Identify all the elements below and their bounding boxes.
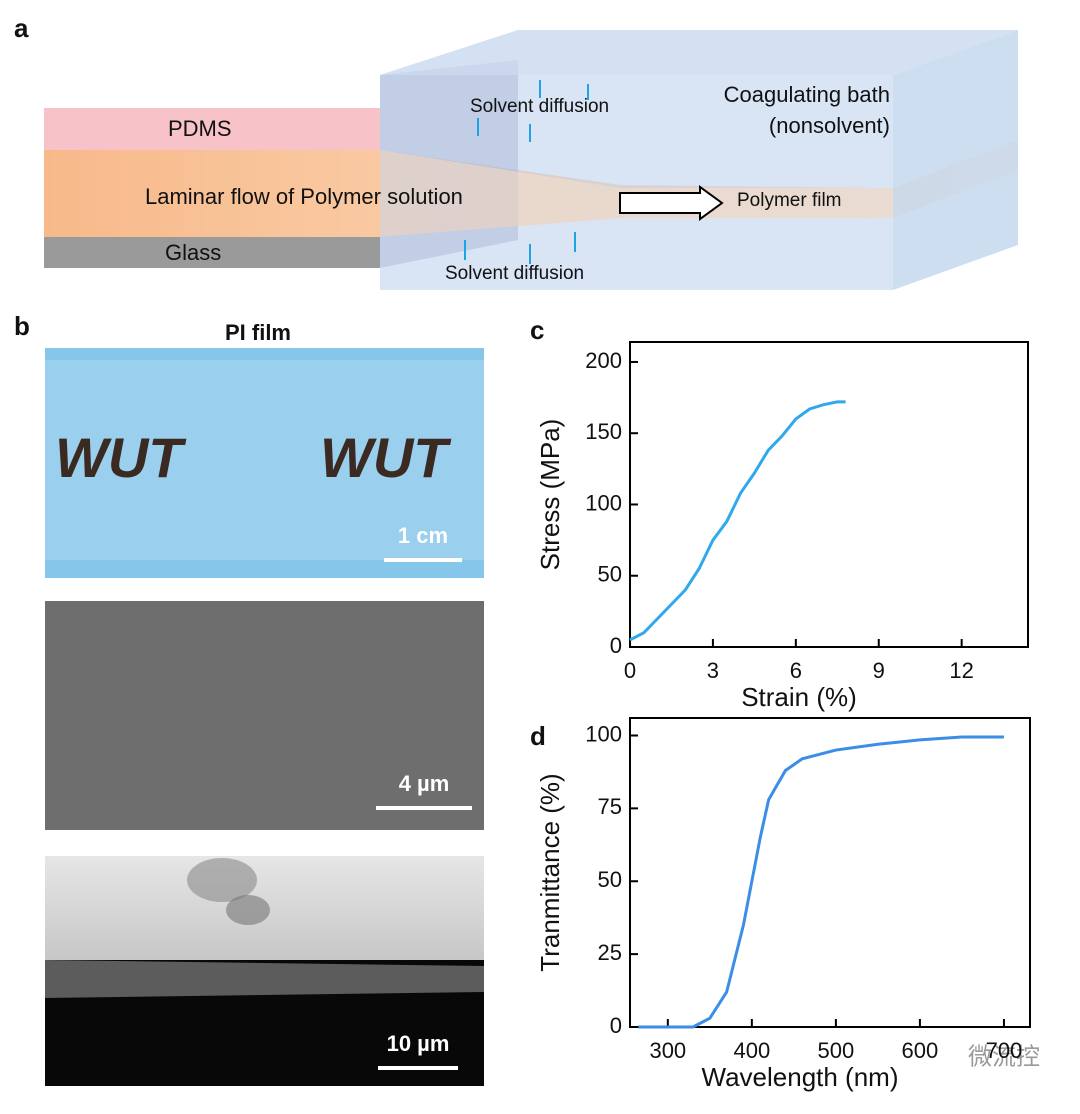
- label: Glass: [165, 240, 221, 265]
- x-tick-label: 3: [707, 658, 719, 683]
- particle: [226, 895, 270, 925]
- data-line: [638, 735, 1004, 1029]
- panel-label: d: [530, 721, 546, 751]
- y-tick-label: 75: [598, 794, 622, 819]
- diffusion-arrows: [464, 80, 589, 264]
- y-tick-label: 0: [610, 633, 622, 658]
- label: PDMS: [168, 116, 232, 141]
- label: Polymer film: [737, 190, 842, 211]
- y-tick-label: 50: [598, 562, 622, 587]
- label: Coagulating bath: [724, 82, 890, 107]
- film-sample: [45, 360, 484, 560]
- x-tick-label: 600: [902, 1038, 939, 1063]
- x-tick-label: 400: [733, 1038, 770, 1063]
- image-title: PI film: [225, 320, 291, 345]
- y-tick-label: 150: [585, 419, 622, 444]
- y-tick-label: 50: [598, 867, 622, 892]
- x-tick-label: 700: [986, 1038, 1023, 1063]
- y-tick-label: 25: [598, 940, 622, 965]
- panel-label: c: [530, 315, 544, 345]
- y-axis-label: Stress (MPa): [535, 419, 565, 571]
- x-axis-label: Strain (%): [741, 682, 857, 712]
- x-tick-label: 9: [873, 658, 885, 683]
- data-line: [629, 400, 846, 642]
- diagram: PDMS Laminar flow of Polymer solution Gl…: [44, 30, 1018, 290]
- y-tick-label: 100: [585, 721, 622, 746]
- film-edge: [45, 960, 484, 998]
- bath-top: [380, 30, 1018, 75]
- plot-frame: [629, 341, 1029, 648]
- pdms-layer: [44, 108, 380, 150]
- plot-frame: [629, 717, 1031, 1028]
- photo-text: WUT: [320, 426, 452, 489]
- y-axis-label: Tranmittance (%): [535, 773, 565, 971]
- y-tick-label: 200: [585, 348, 622, 373]
- photo-text: WUT: [55, 426, 187, 489]
- x-tick-label: 0: [624, 658, 636, 683]
- x-axis-label: Wavelength (nm): [702, 1062, 899, 1092]
- scale-bar-label: 1 cm: [398, 523, 448, 548]
- bath-side: [893, 30, 1018, 290]
- panel-label: a: [14, 13, 29, 43]
- label: Solvent diffusion: [470, 96, 609, 117]
- x-tick-label: 500: [818, 1038, 855, 1063]
- glass-layer: [44, 237, 380, 268]
- scale-bar-label: 4 µm: [399, 771, 450, 796]
- sem-surface: [45, 601, 484, 830]
- bath-front: [380, 75, 893, 290]
- x-tick-label: 12: [949, 658, 973, 683]
- x-tick-label: 6: [790, 658, 802, 683]
- label: (nonsolvent): [769, 113, 890, 138]
- particle: [187, 858, 257, 902]
- label: Laminar flow of Polymer solution: [145, 184, 463, 209]
- panel-label: b: [14, 311, 30, 341]
- x-tick-label: 300: [649, 1038, 686, 1063]
- y-tick-label: 100: [585, 490, 622, 515]
- scale-bar-label: 10 µm: [387, 1031, 450, 1056]
- label: Solvent diffusion: [445, 263, 584, 284]
- y-tick-label: 0: [610, 1013, 622, 1038]
- watermark: 微流控: [968, 1043, 1040, 1070]
- arrow: [619, 185, 724, 221]
